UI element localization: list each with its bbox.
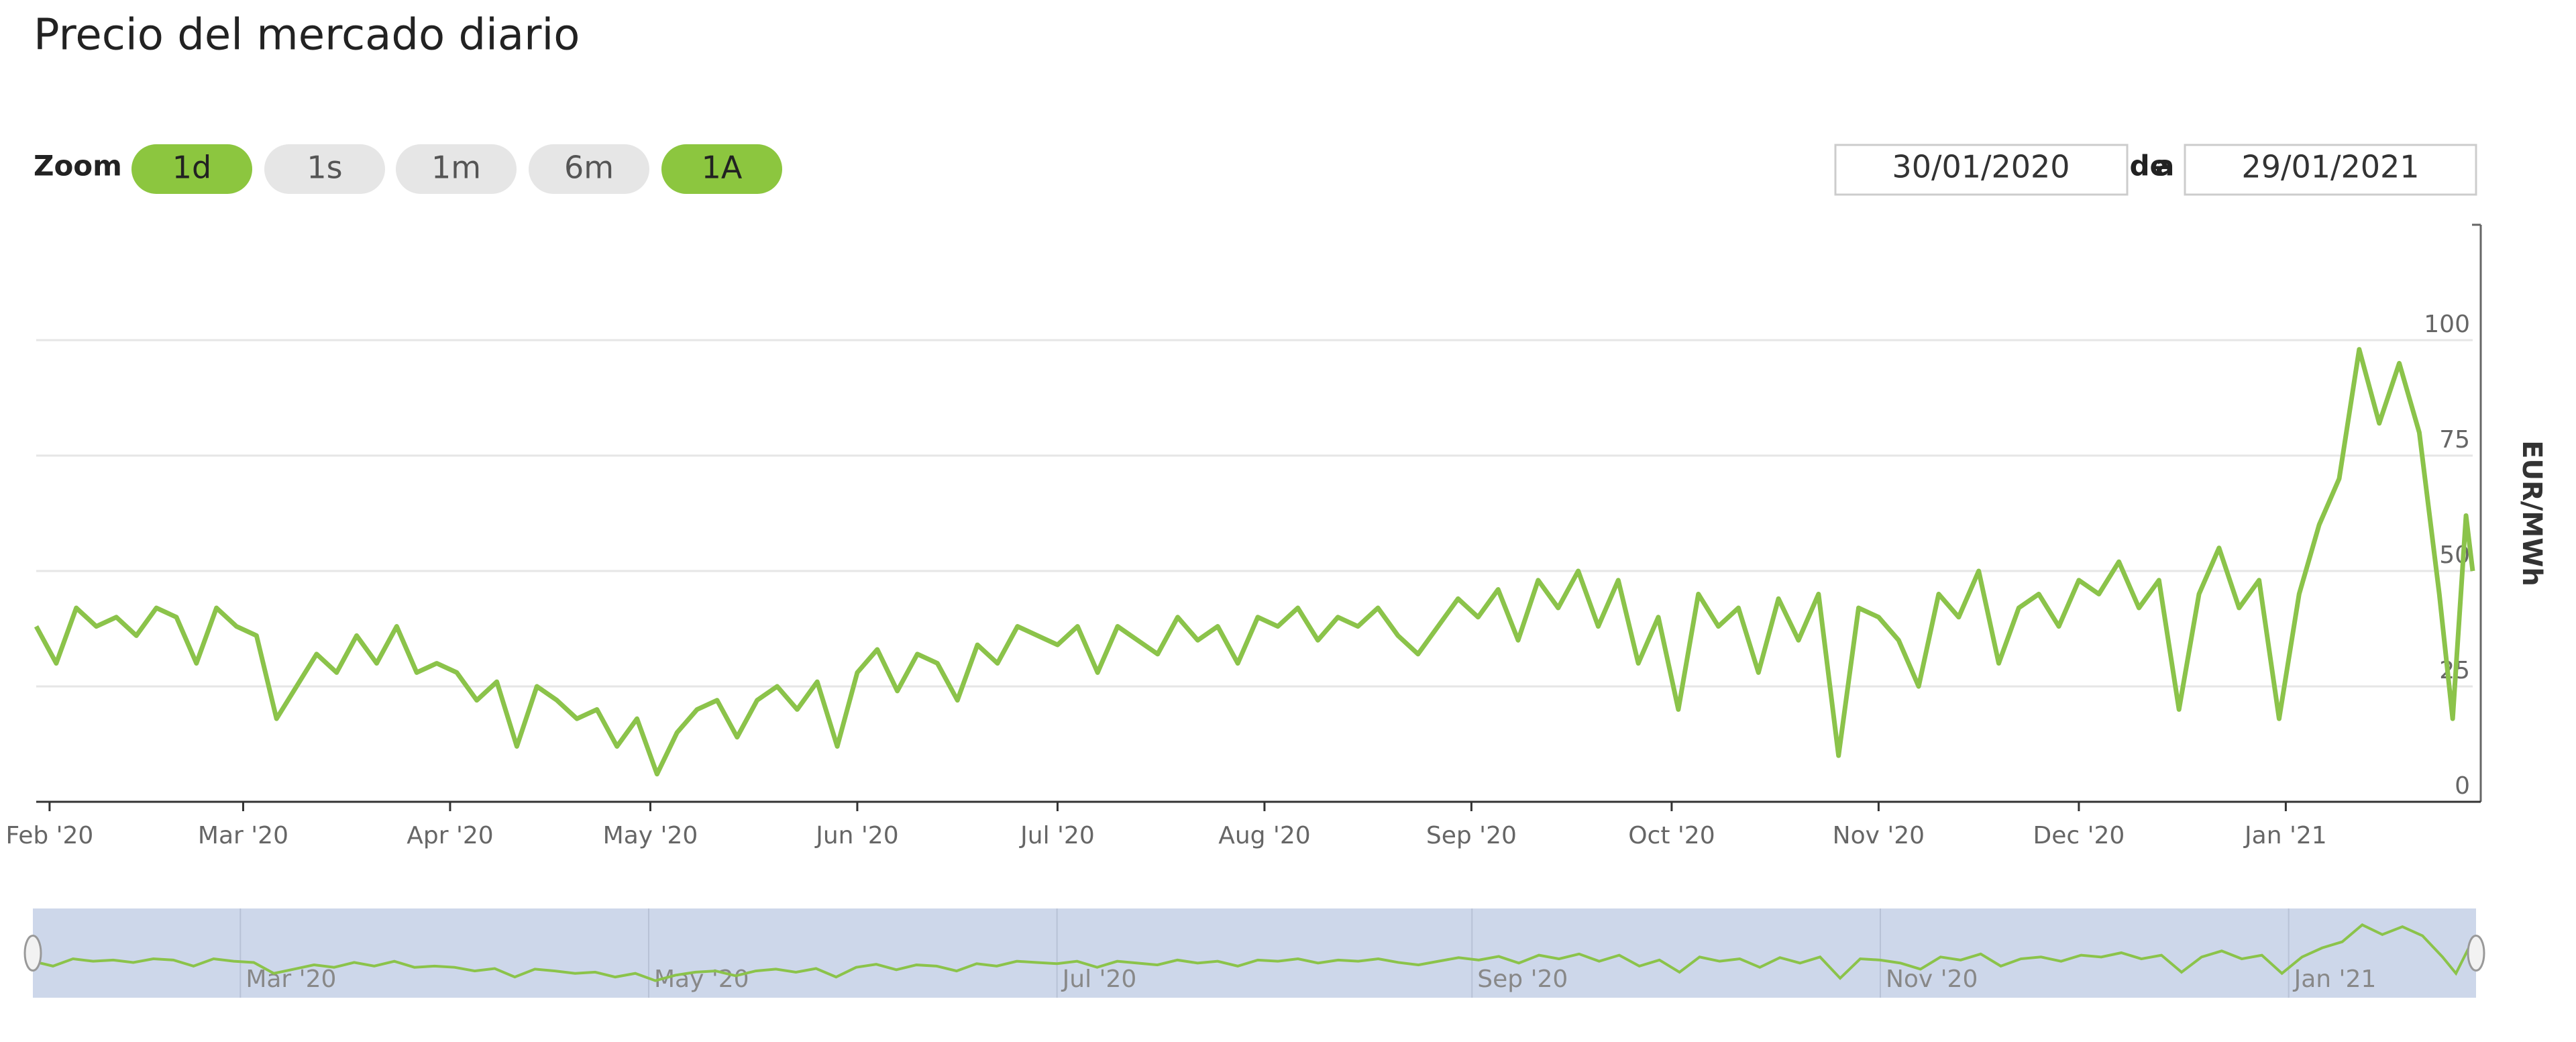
x-tick-label: Dec '20	[2033, 822, 2125, 849]
to-label: a	[2155, 150, 2174, 183]
to-date: 29/01/2021	[2241, 149, 2419, 185]
from-date: 30/01/2020	[1892, 149, 2070, 185]
price-line	[34, 347, 2475, 777]
x-tick-label: May '20	[603, 822, 698, 849]
navigator-tick-label: Nov '20	[1886, 966, 1978, 993]
x-tick-label: Nov '20	[1833, 822, 1925, 849]
zoom-button[interactable]	[529, 144, 649, 194]
zoom-button-label: 1s	[307, 150, 342, 186]
zoom-button[interactable]	[661, 144, 782, 194]
y-tick-label: 0	[2455, 772, 2470, 800]
zoom-button[interactable]	[264, 144, 385, 194]
navigator-handle[interactable]	[2467, 935, 2485, 972]
zoom-button-label: 1d	[172, 150, 211, 186]
navigator-tick-label: May '20	[654, 966, 749, 993]
navigator-tick-label: Sep '20	[1477, 966, 1568, 993]
navigator-handle[interactable]	[23, 935, 42, 972]
x-tick-label: Jan '21	[2243, 822, 2327, 849]
zoom-button-label: 1m	[431, 150, 481, 186]
zoom-button[interactable]	[131, 144, 252, 194]
zoom-button[interactable]	[396, 144, 517, 194]
x-tick-label: Jul '20	[1019, 822, 1095, 849]
x-tick-label: Oct '20	[1628, 822, 1715, 849]
to-input[interactable]	[2184, 144, 2477, 196]
from-input[interactable]	[1834, 144, 2129, 196]
zoom-label: Zoom	[34, 150, 122, 183]
x-tick-label: Sep '20	[1426, 822, 1517, 849]
x-tick-label: Feb '20	[5, 822, 93, 849]
x-tick-label: Apr '20	[407, 822, 493, 849]
chart-title: Precio del mercado diario	[34, 11, 580, 60]
x-tick-label: Aug '20	[1218, 822, 1310, 849]
navigator-mask[interactable]	[33, 908, 2476, 998]
zoom-button-label: 6m	[564, 150, 614, 186]
y-tick-label: 75	[2439, 426, 2470, 454]
navigator-line	[32, 923, 2477, 982]
navigator-tick-label: Jan '21	[2293, 966, 2377, 993]
x-tick-label: Mar '20	[198, 822, 288, 849]
navigator-tick-label: Jul '20	[1061, 966, 1137, 993]
y-axis-title: EUR/MWh	[2516, 440, 2547, 586]
x-tick-label: Jun '20	[814, 822, 898, 849]
zoom-button-label: 1A	[702, 150, 743, 186]
y-tick-label: 100	[2424, 311, 2470, 338]
